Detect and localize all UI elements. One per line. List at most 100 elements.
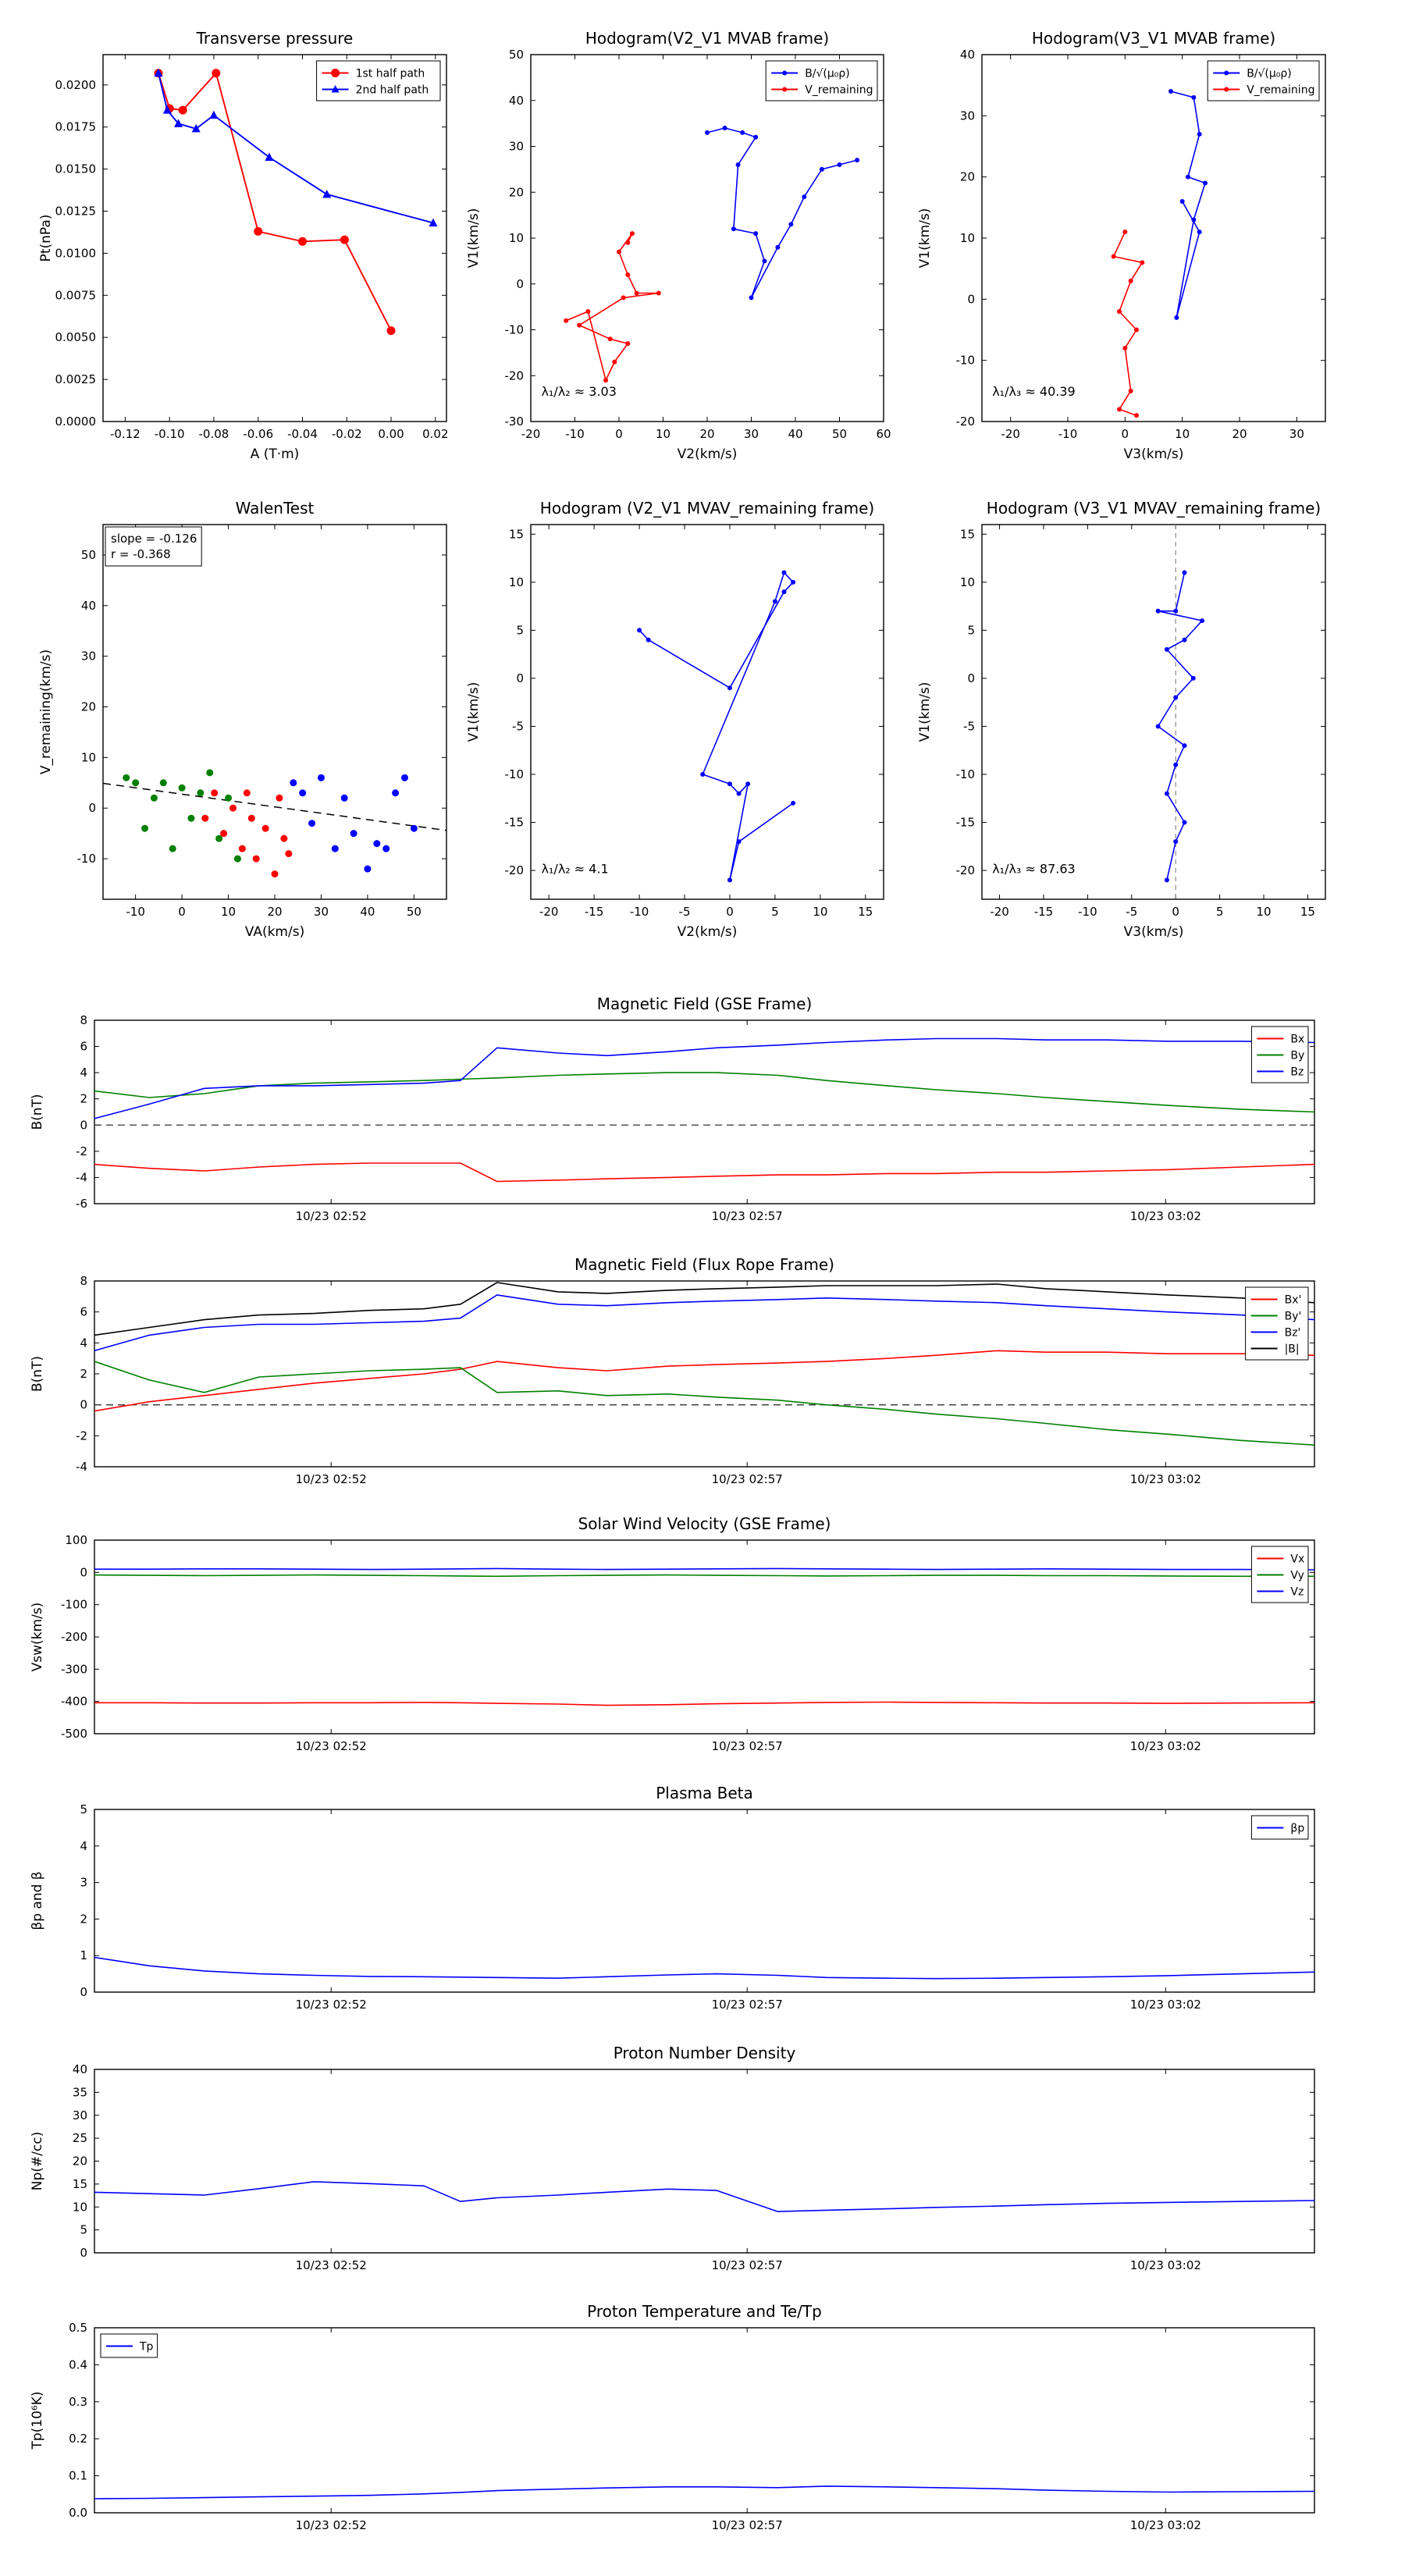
x-tick-label: 0.02	[422, 427, 448, 441]
y-tick-label: 8	[80, 1013, 87, 1027]
y-tick-label: 6	[80, 1040, 87, 1054]
x-axis-label: V2(km/s)	[678, 447, 738, 462]
y-tick-label: 0.0050	[55, 330, 97, 344]
chart-canvas: Hodogram (V2_V1 MVAV_remaining frame) -20…	[466, 499, 884, 940]
x-tick-label: 10/23 02:52	[296, 1739, 367, 1753]
chart-title: Transverse pressure	[196, 29, 354, 48]
textbox-line: r = -0.368	[111, 547, 171, 561]
x-tick-label: 15	[1300, 905, 1315, 919]
y-tick-label: 40	[73, 2062, 87, 2076]
x-tick-label: -0.08	[199, 427, 229, 441]
y-tick-label: 30	[509, 140, 524, 154]
y-tick-label: -100	[61, 1598, 87, 1612]
y-tick-label: 20	[73, 2154, 87, 2169]
x-tick-label: 0	[726, 905, 734, 919]
chart-proton-number-density: Proton Number Density 10/23 02:52 10/23 02…	[20, 2037, 1334, 2298]
y-tick-label: 0	[516, 671, 524, 685]
legend-label: V_remaining	[1247, 84, 1314, 97]
y-tick-label: -4	[76, 1170, 87, 1184]
x-axis-label: A (T·m)	[251, 447, 300, 462]
y-tick-label: 15	[509, 527, 524, 541]
x-tick-label: 10/23 02:57	[712, 1209, 783, 1223]
x-tick-label: 10	[813, 905, 827, 919]
y-tick-label: 0	[88, 801, 96, 815]
y-tick-label: 15	[73, 2177, 87, 2191]
chart-title: Magnetic Field (Flux Rope Frame)	[574, 1255, 834, 1274]
x-axis-label: V3(km/s)	[1124, 924, 1184, 940]
chart-title: Hodogram (V3_V1 MVAV_remaining frame)	[987, 499, 1321, 518]
chart-canvas: Plasma Beta 10/23 02:52 10/23 02:57 10/23 0…	[30, 1784, 1315, 2012]
chart-hodogram-v2v1-mvav: Hodogram (V2_V1 MVAV_remaining frame) -20…	[457, 492, 903, 945]
x-tick-label: 15	[858, 905, 873, 919]
y-tick-label: 2	[80, 1912, 87, 1926]
y-tick-label: -500	[61, 1727, 87, 1741]
legend-label: By	[1290, 1050, 1304, 1062]
chart-hodogram-v2v1-mvab: Hodogram(V2_V1 MVAB frame) -20 -10 0 10 20 30 4…	[457, 22, 903, 467]
x-tick-label: 10/23 03:02	[1130, 1472, 1201, 1486]
legend-label: Vy	[1290, 1570, 1304, 1582]
legend-label: Vx	[1290, 1553, 1304, 1566]
y-tick-label: 10	[81, 750, 96, 764]
chart-canvas: Hodogram (V3_V1 MVAV_remaining frame) -20…	[917, 499, 1326, 940]
x-tick-label: 40	[788, 427, 802, 441]
y-tick-label: 10	[73, 2200, 87, 2214]
y-tick-label: 4	[80, 1066, 87, 1080]
chart-canvas: Solar Wind Velocity (GSE Frame) 10/23 02:…	[30, 1514, 1315, 1753]
y-tick-label: 0	[967, 671, 975, 685]
y-tick-label: 6	[80, 1305, 87, 1319]
x-tick-label: -20	[539, 905, 559, 919]
x-tick-label: 10	[1256, 905, 1271, 919]
y-tick-label: 50	[81, 548, 96, 562]
y-tick-label: 30	[81, 649, 96, 664]
y-tick-label: 15	[960, 527, 975, 541]
chart-hodogram-v3v1-mvab: Hodogram(V3_V1 MVAB frame) -20 -10 0 10 20 30 -…	[908, 22, 1345, 467]
y-axis-label: βp and β	[30, 1871, 45, 1930]
y-tick-label: 0.0000	[55, 415, 97, 429]
y-tick-label: 40	[960, 48, 975, 62]
y-tick-label: 0.5	[69, 2321, 87, 2335]
chart-title: Proton Number Density	[614, 2044, 796, 2062]
y-tick-label: 0	[80, 2246, 87, 2260]
x-tick-label: 10	[1175, 427, 1190, 441]
x-tick-label: -5	[679, 905, 691, 919]
chart-walen-test: WalenTest -10 0 10 20 30 40 50 -10 0 10 20 30 40 50 VA(…	[29, 492, 466, 945]
x-tick-label: 30	[744, 427, 759, 441]
legend-label: B/√(μ₀ρ)	[805, 68, 850, 80]
x-tick-label: -0.12	[110, 427, 140, 441]
chart-canvas: Hodogram(V2_V1 MVAB frame) -20 -10 0 10 20 30 4…	[466, 29, 891, 462]
y-tick-label: 20	[81, 700, 96, 714]
x-tick-label: 50	[407, 905, 422, 919]
x-tick-label: 10/23 02:52	[296, 1209, 367, 1223]
y-tick-label: 0.0100	[55, 246, 97, 260]
legend-label: βp	[1290, 1823, 1304, 1835]
y-tick-label: 0	[967, 292, 975, 306]
legend-label: B/√(μ₀ρ)	[1247, 68, 1292, 80]
x-axis-label: VA(km/s)	[245, 924, 304, 940]
x-tick-label: 10	[221, 905, 236, 919]
y-tick-label: -5	[963, 719, 975, 733]
x-tick-label: -10	[1078, 905, 1097, 919]
y-tick-label: 0	[80, 1398, 87, 1412]
y-tick-label: 35	[73, 2085, 87, 2099]
x-tick-label: -0.06	[243, 427, 273, 441]
y-tick-label: 30	[960, 109, 975, 123]
x-tick-label: -10	[630, 905, 649, 919]
x-tick-label: -0.02	[332, 427, 362, 441]
y-tick-label: -15	[956, 816, 976, 830]
textbox-line: slope = -0.126	[111, 532, 197, 546]
chart-canvas: Transverse pressure-0.12 -0.10 -0.08 -0.06-…	[38, 29, 449, 462]
x-tick-label: -0.04	[287, 427, 318, 441]
x-tick-label: 10/23 02:52	[296, 1998, 367, 2012]
y-tick-label: 40	[81, 599, 96, 613]
chart-title: Magnetic Field (GSE Frame)	[597, 994, 813, 1013]
chart-canvas: Proton Temperature and Te/Tp 10/23 02:52 1…	[30, 2302, 1315, 2532]
x-tick-label: 10/23 02:57	[712, 1998, 783, 2012]
y-axis-label: V1(km/s)	[917, 682, 933, 742]
y-tick-label: 0.0150	[55, 162, 97, 176]
x-tick-label: 10/23 03:02	[1130, 1209, 1201, 1223]
y-axis-label: V1(km/s)	[466, 682, 482, 742]
legend-label: Bx'	[1285, 1294, 1302, 1307]
chart-title: Hodogram (V2_V1 MVAV_remaining frame)	[540, 499, 874, 518]
x-tick-label: 20	[267, 905, 282, 919]
